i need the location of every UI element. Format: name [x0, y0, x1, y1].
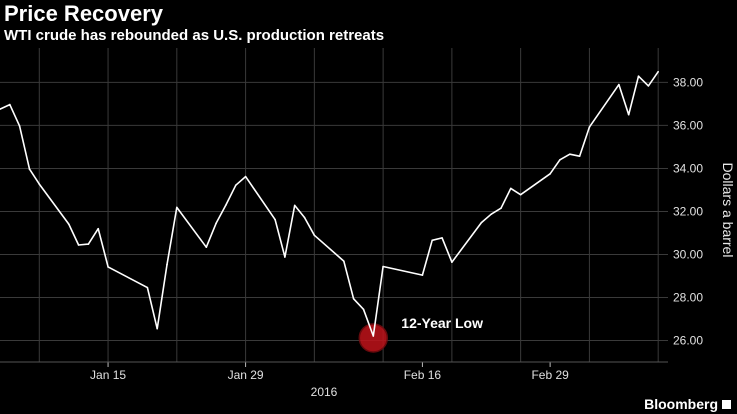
price-data-point: [500, 207, 502, 210]
price-data-point: [293, 204, 296, 207]
y-tick-label: 30.00: [673, 247, 703, 261]
price-data-point: [637, 75, 640, 77]
price-data-point: [352, 297, 355, 300]
price-data-point: [519, 193, 522, 196]
price-data-point: [588, 126, 591, 128]
price-data-point: [244, 175, 247, 178]
price-data-point: [97, 227, 100, 230]
price-data-point: [77, 244, 80, 246]
price-data-point: [205, 246, 208, 248]
price-data-point: [421, 274, 424, 276]
price-data-point: [225, 204, 227, 206]
price-data-point: [490, 213, 492, 216]
brand-name: Bloomberg: [644, 396, 718, 412]
price-data-point: [38, 183, 41, 185]
price-data-point: [234, 184, 237, 187]
x-tick-label: Feb 29: [531, 368, 569, 382]
y-tick-label: 34.00: [673, 161, 703, 175]
chart-subtitle: WTI crude has rebounded as U.S. producti…: [4, 27, 385, 44]
price-data-point: [343, 260, 345, 262]
price-series-line: [0, 71, 659, 337]
price-data-point: [627, 113, 630, 116]
y-tick-label: 28.00: [673, 290, 703, 304]
brand-logo: Bloomberg: [644, 396, 731, 412]
price-data-point: [67, 223, 70, 225]
price-data-point: [0, 108, 1, 110]
y-axis-label: Dollars a barrel: [720, 162, 736, 258]
price-data-point: [146, 286, 149, 289]
x-tick-label: Jan 29: [228, 368, 264, 382]
price-data-point: [362, 308, 365, 311]
price-data-point: [107, 266, 109, 268]
low-point-label: 12-Year Low: [401, 315, 483, 331]
price-data-point: [176, 206, 178, 209]
price-data-point: [372, 335, 375, 337]
price-data-point: [647, 85, 650, 87]
price-data-point: [441, 237, 443, 239]
price-data-point: [166, 263, 168, 266]
price-data-point: [274, 218, 276, 221]
price-data-point: [431, 239, 434, 242]
price-data-point: [215, 222, 217, 225]
price-data-point: [9, 103, 11, 106]
brand-square-icon: [722, 399, 731, 409]
low-point-marker: [358, 323, 389, 353]
y-tick-label: 38.00: [673, 75, 703, 89]
price-data-point: [578, 155, 581, 157]
price-data-point: [87, 243, 90, 245]
price-data-point: [568, 153, 571, 156]
price-data-point: [313, 234, 316, 237]
price-data-point: [284, 256, 286, 258]
x-tick-label: Feb 16: [404, 368, 442, 382]
y-tick-label: 26.00: [673, 333, 703, 347]
price-data-point: [657, 70, 659, 73]
price-data-point: [28, 168, 31, 170]
price-data-point: [510, 187, 512, 190]
price-data-point: [382, 265, 384, 268]
price-data-point: [451, 261, 453, 264]
x-tick-label: Jan 15: [90, 368, 126, 382]
y-tick-label: 32.00: [673, 204, 703, 218]
price-data-point: [559, 159, 561, 161]
price-data-point: [303, 216, 306, 219]
x-year-label: 2016: [311, 385, 338, 399]
price-data-point: [618, 83, 620, 86]
price-data-point: [480, 221, 483, 224]
y-tick-label: 36.00: [673, 118, 703, 132]
price-data-point: [549, 173, 551, 175]
chart-title: Price Recovery: [4, 1, 163, 26]
price-data-point: [18, 125, 21, 127]
price-data-point: [156, 327, 158, 330]
